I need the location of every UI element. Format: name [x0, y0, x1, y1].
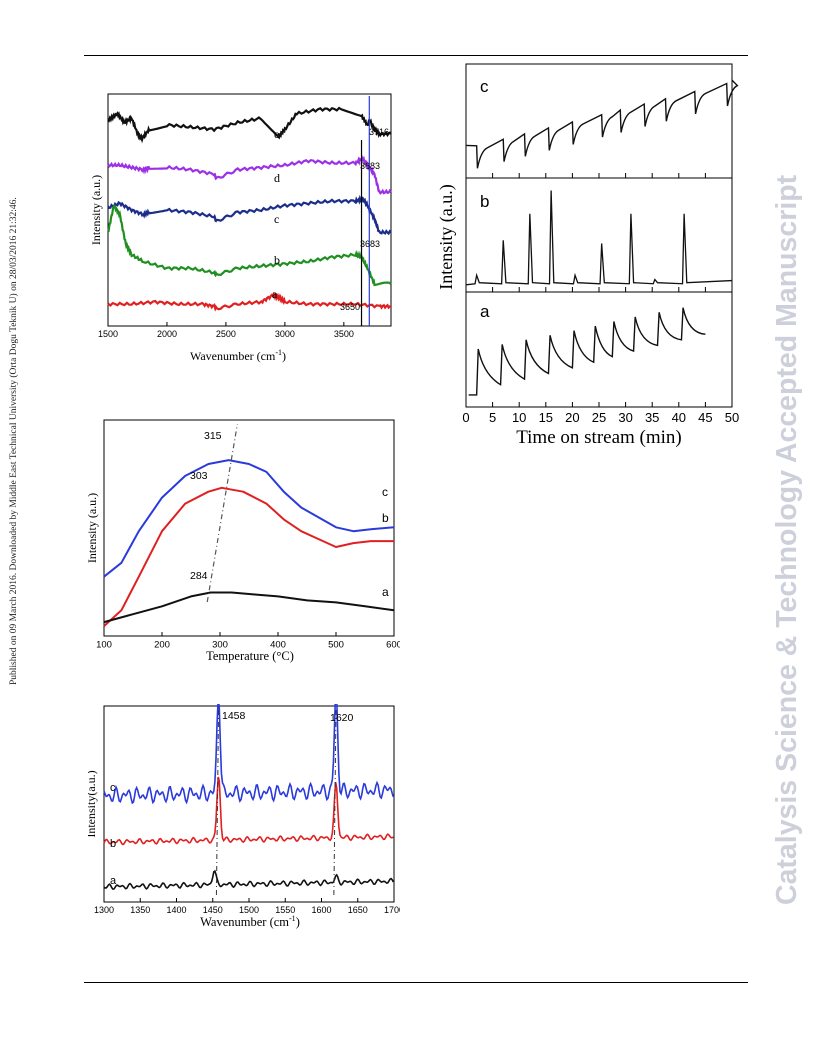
bottom-rule	[84, 982, 748, 983]
x-tick-label: 5	[489, 410, 496, 425]
x-tick-label: 300	[212, 640, 228, 651]
x-tick-label: 600	[386, 640, 400, 651]
x-tick-label: 40	[672, 410, 686, 425]
x-tick-label: 45	[698, 410, 712, 425]
x-tick-label: 2500	[216, 329, 236, 339]
plot-frame	[103, 705, 395, 903]
series-label-a: a	[110, 875, 117, 887]
panel-label-c: c	[480, 77, 489, 96]
x-tick-label: 3500	[334, 329, 354, 339]
x-axis-label: Temperature (°C)	[206, 649, 294, 663]
series-a-line	[107, 291, 392, 312]
x-tick-label: 500	[328, 640, 344, 651]
peak-label-284: 284	[190, 570, 208, 582]
series-label-e: e	[274, 127, 279, 141]
plot-frame	[107, 93, 392, 327]
series-label-a: a	[272, 287, 278, 301]
pulse-figure: 0 5 10 15 20 25 30 35 40 45 50 c b a Intensity (a.…	[436, 62, 740, 450]
series-c-line	[103, 704, 395, 805]
journal-watermark: Catalysis Science & Technology Accepted …	[771, 174, 803, 905]
x-tick-label: 1300	[94, 905, 114, 915]
series-c-line	[107, 194, 392, 236]
series-b-line	[107, 204, 392, 287]
x-tick-label: 1700	[384, 905, 400, 915]
x-tick-label: 1350	[130, 905, 150, 915]
panel-label-a: a	[480, 302, 490, 321]
x-tick-label: 30	[618, 410, 632, 425]
x-tick-label: 15	[539, 410, 553, 425]
y-axis-label: Intensity (a.u.)	[88, 493, 99, 563]
panel-b-trace	[465, 190, 733, 286]
x-tick-label: 1400	[166, 905, 186, 915]
x-tick-label: 50	[725, 410, 739, 425]
pyridine-ir-figure: 1300 1350 1400 1450 1500 1550 1600 1650 1700 Int…	[88, 704, 400, 932]
x-tick-label: 2000	[157, 329, 177, 339]
x-tick-label: 1650	[348, 905, 368, 915]
x-axis-label: Time on stream (min)	[516, 427, 682, 448]
x-tick-label: 400	[270, 640, 286, 651]
peak-label-315: 315	[204, 430, 222, 442]
series-label-a: a	[382, 585, 389, 599]
x-tick-label: 1600	[311, 905, 331, 915]
series-a-line	[103, 869, 395, 890]
peak-label-3683-d: 3683	[360, 161, 380, 171]
peak-label-3716: 3716	[369, 127, 389, 137]
series-label-c: c	[382, 485, 388, 499]
publication-margin-note: Published on 09 March 2016. Downloaded b…	[8, 197, 19, 685]
y-axis-label: Intensity(a.u.)	[88, 770, 98, 837]
x-tick-label: 1500	[239, 905, 259, 915]
x-axis-label: Wavenumber (cm-1)	[190, 348, 286, 363]
x-tick-label: 35	[645, 410, 659, 425]
tpd-figure: 100 200 300 400 500 600 Intensity (a.u.) Temp…	[88, 418, 400, 666]
panel-c-trace	[465, 79, 739, 169]
series-label-b: b	[382, 511, 389, 525]
series-label-c: c	[274, 212, 279, 226]
ir-spectra-figure: 1500 2000 2500 3000 3500 Intensity (a.u.) Wa…	[88, 90, 398, 370]
x-tick-label: 200	[154, 640, 170, 651]
series-label-b: b	[274, 253, 280, 267]
top-rule	[84, 55, 748, 56]
x-tick-label: 25	[592, 410, 606, 425]
x-tick-label: 3000	[275, 329, 295, 339]
peak-label-1620: 1620	[330, 712, 354, 724]
peak-guide-line	[333, 709, 337, 899]
series-a-line	[103, 591, 395, 624]
x-axis-label: Wavenumber (cm-1)	[200, 914, 300, 929]
panel-label-b: b	[480, 192, 489, 211]
peak-label-1458: 1458	[222, 710, 246, 722]
x-tick-label: 0	[462, 410, 469, 425]
svg-text:Published on 09 March 2016. Do: Published on 09 March 2016. Downloaded b…	[8, 197, 19, 685]
series-c-line	[103, 459, 395, 578]
series-d-line	[107, 154, 392, 195]
peak-label-3683-c: 3683	[360, 239, 380, 249]
x-tick-label: 1450	[203, 905, 223, 915]
series-label-c: c	[110, 782, 116, 794]
series-b-line	[103, 486, 394, 627]
peak-guide-line	[215, 709, 220, 899]
series-label-d: d	[274, 171, 280, 185]
x-tick-label: 10	[512, 410, 526, 425]
peak-label-3650: 3650	[340, 302, 360, 312]
x-tick-label: 100	[96, 640, 112, 651]
y-axis-label: Intensity (a.u.)	[89, 175, 103, 245]
x-tick-label: 1500	[98, 329, 118, 339]
x-tick-label: 1550	[275, 905, 295, 915]
peak-shift-line	[206, 423, 238, 603]
series-b-line	[103, 776, 394, 846]
y-axis-label: Intensity (a.u.)	[436, 184, 457, 289]
svg-text:Catalysis Science & Technology: Catalysis Science & Technology Accepted …	[771, 174, 803, 905]
peak-label-303: 303	[190, 470, 208, 482]
panel-a-trace	[468, 307, 706, 396]
x-tick-label: 20	[565, 410, 579, 425]
series-label-b: b	[110, 838, 116, 850]
series-e-line	[107, 106, 392, 144]
